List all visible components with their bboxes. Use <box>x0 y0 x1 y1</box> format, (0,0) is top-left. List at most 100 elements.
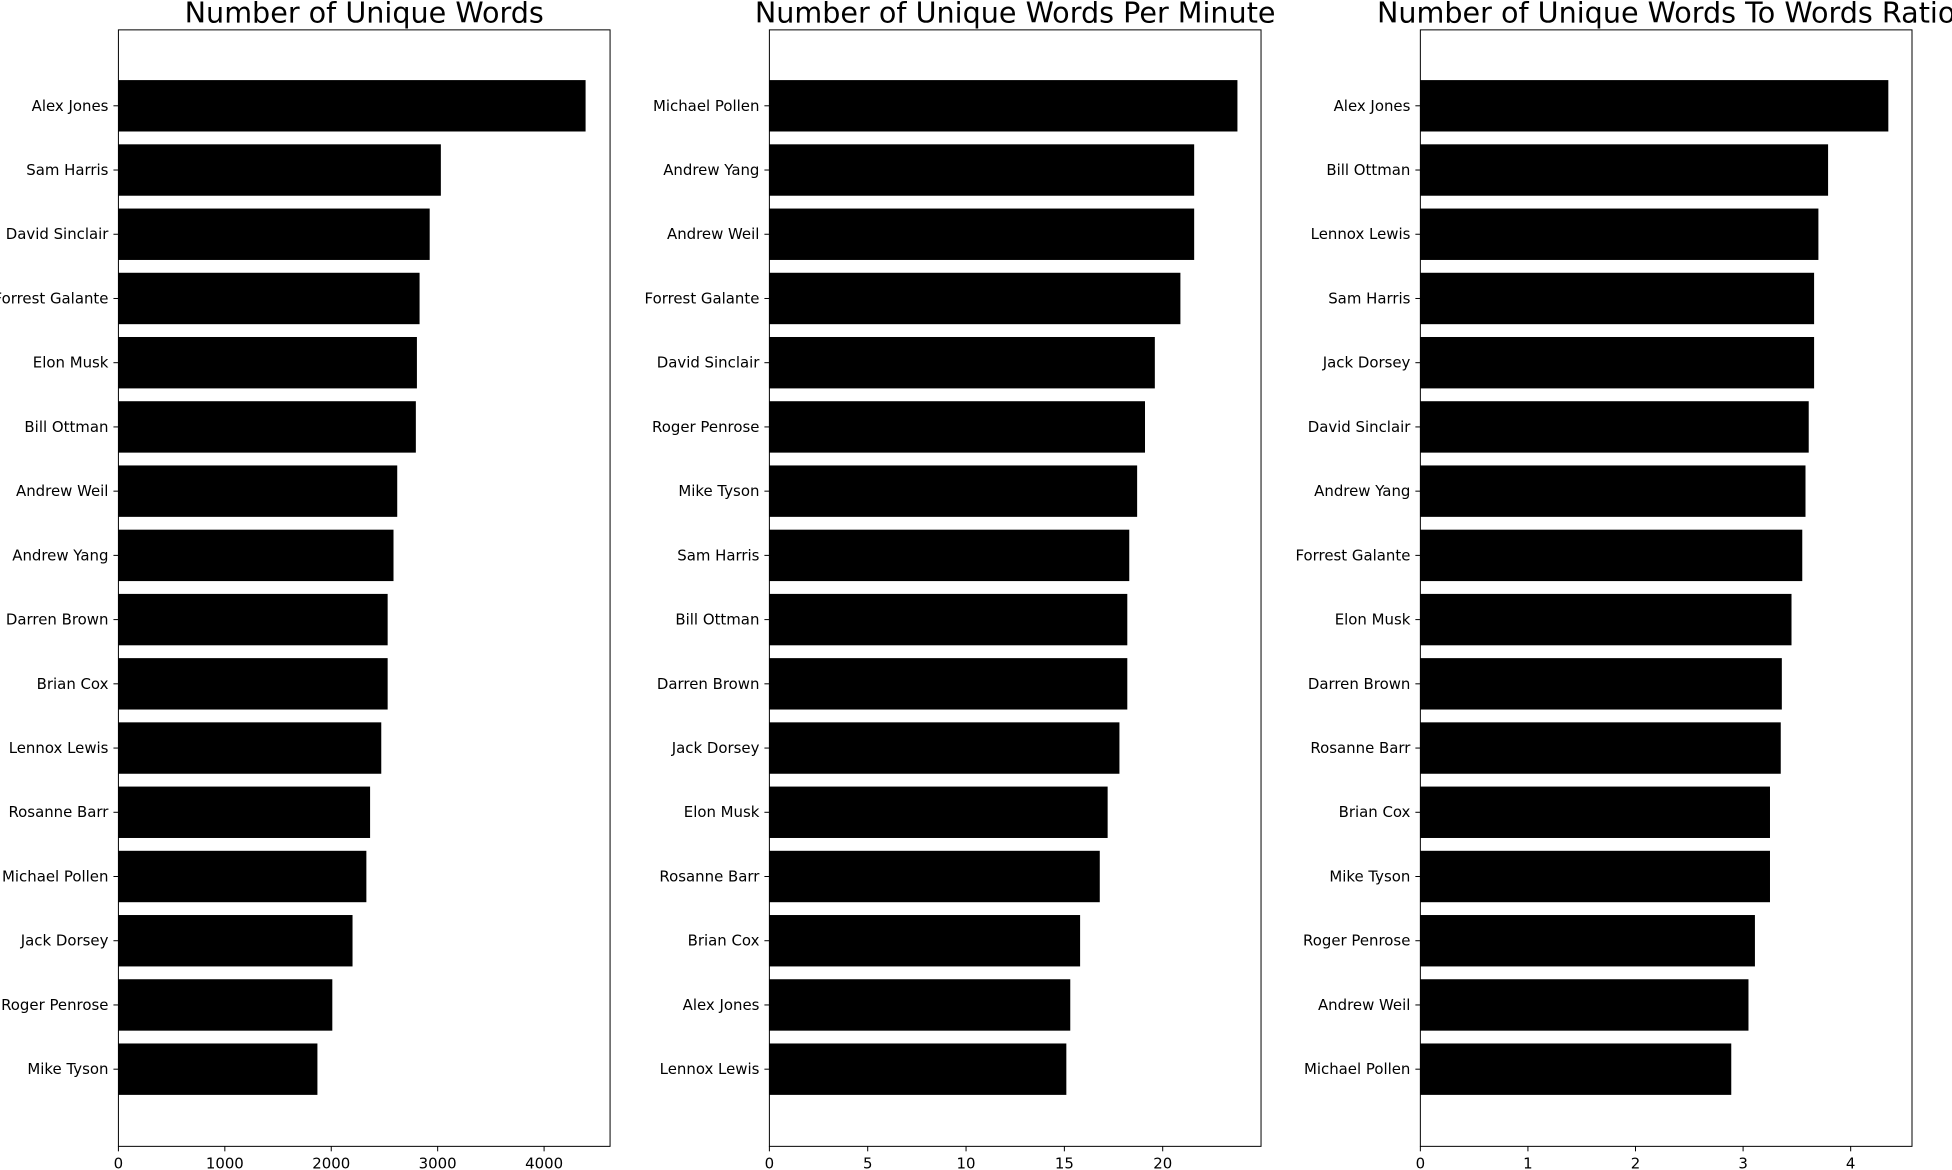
x-tick-label: 4 <box>1846 1155 1855 1170</box>
y-tick-label: Elon Musk <box>684 803 760 821</box>
y-tick-label: Michael Pollen <box>2 867 108 885</box>
bar <box>1420 401 1809 453</box>
bar <box>118 465 398 517</box>
bar <box>1420 979 1749 1031</box>
bar <box>1420 80 1889 132</box>
y-tick-label: Mike Tyson <box>1329 867 1410 885</box>
bar <box>118 208 430 260</box>
x-tick-label: 4000 <box>525 1155 563 1170</box>
y-tick-label: Alex Jones <box>683 996 760 1014</box>
y-tick-label: Bill Ottman <box>24 418 108 436</box>
bar <box>118 979 333 1031</box>
y-tick-label: Brian Cox <box>37 675 109 693</box>
y-tick-label: Michael Pollen <box>653 97 759 115</box>
y-tick-label: Roger Penrose <box>1 996 108 1014</box>
y-tick-label: Andrew Yang <box>1314 482 1410 500</box>
subplot-3: Number of Unique Words To Words Ratio Ale… <box>1295 0 1952 1170</box>
bar <box>118 144 441 196</box>
bar <box>769 658 1128 710</box>
y-tick-label: Sam Harris <box>1328 289 1410 307</box>
x-tick-label: 0 <box>114 1155 124 1170</box>
y-tick-label: Rosanne Barr <box>659 867 760 885</box>
y-tick-label: David Sinclair <box>6 225 110 243</box>
x-tick-label: 1000 <box>206 1155 244 1170</box>
x-tick-label: 10 <box>957 1155 976 1170</box>
bar <box>1420 208 1819 260</box>
y-tick-label: David Sinclair <box>1308 418 1412 436</box>
bar <box>769 272 1181 325</box>
y-tick-label: Brian Cox <box>688 932 760 950</box>
bar <box>1420 1043 1732 1095</box>
y-tick-label: Mike Tyson <box>27 1060 108 1078</box>
bar <box>118 336 417 389</box>
bar <box>769 144 1195 196</box>
bar <box>118 272 420 325</box>
y-tick-label: Sam Harris <box>26 161 108 179</box>
bar <box>1420 915 1755 967</box>
bar <box>769 786 1108 838</box>
x-tick-label: 3 <box>1738 1155 1747 1170</box>
bar <box>769 722 1120 774</box>
y-tick-label: Roger Penrose <box>1303 932 1410 950</box>
bar <box>1420 658 1782 710</box>
chart-title: Number of Unique Words Per Minute <box>755 0 1276 29</box>
chart-title: Number of Unique Words <box>185 0 544 29</box>
bar <box>769 529 1130 582</box>
y-tick-label: Lennox Lewis <box>9 739 109 757</box>
bar <box>769 593 1128 646</box>
x-tick-label: 2 <box>1631 1155 1640 1170</box>
bar <box>769 915 1081 967</box>
bar <box>1420 850 1770 903</box>
y-tick-label: Bill Ottman <box>1326 161 1410 179</box>
bar <box>769 850 1100 903</box>
bar <box>118 722 382 774</box>
y-tick-label: Mike Tyson <box>678 482 759 500</box>
y-tick-label: Forrest Galante <box>645 289 760 307</box>
y-tick-label: David Sinclair <box>657 354 761 372</box>
bar <box>1420 593 1792 646</box>
bar <box>118 850 367 903</box>
bar <box>118 593 388 646</box>
x-tick-label: 1 <box>1523 1155 1533 1170</box>
bar <box>1420 786 1770 838</box>
y-tick-label: Elon Musk <box>33 354 109 372</box>
y-tick-label: Jack Dorsey <box>1322 354 1411 372</box>
y-tick-label: Andrew Weil <box>1318 996 1410 1014</box>
bar <box>118 529 394 582</box>
x-tick-label: 3000 <box>419 1155 457 1170</box>
y-tick-label: Andrew Weil <box>667 225 759 243</box>
bar <box>769 1043 1067 1095</box>
bar <box>1420 529 1803 582</box>
x-tick-label: 0 <box>1416 1155 1426 1170</box>
y-tick-label: Alex Jones <box>1334 97 1411 115</box>
axes-frame <box>1419 29 1913 1147</box>
y-tick-label: Rosanne Barr <box>8 803 109 821</box>
bar <box>118 1043 318 1095</box>
bar <box>1420 336 1815 389</box>
subplot-1: Number of Unique Words Alex Jones Sam Harr… <box>0 0 611 1170</box>
bar <box>118 401 416 453</box>
y-tick-label: Darren Brown <box>657 675 760 693</box>
y-tick-label: Forrest Galante <box>1295 546 1410 564</box>
y-tick-label: Bill Ottman <box>675 611 759 629</box>
bar <box>118 658 388 710</box>
x-tick-label: 0 <box>765 1155 775 1170</box>
y-tick-label: Forrest Galante <box>0 289 108 307</box>
y-tick-label: Darren Brown <box>6 611 109 629</box>
axes-frame <box>768 29 1262 1147</box>
bar <box>1420 144 1829 196</box>
x-tick-label: 15 <box>1055 1155 1074 1170</box>
y-tick-label: Lennox Lewis <box>1311 225 1411 243</box>
bar <box>1420 465 1806 517</box>
x-tick-label: 20 <box>1153 1155 1172 1170</box>
axes-frame <box>117 29 611 1147</box>
bar <box>118 786 371 838</box>
bar <box>118 915 353 967</box>
y-tick-label: Alex Jones <box>32 97 109 115</box>
y-tick-label: Lennox Lewis <box>660 1060 760 1078</box>
chart-title: Number of Unique Words To Words Ratio <box>1377 0 1952 29</box>
bar <box>769 979 1071 1031</box>
y-tick-label: Sam Harris <box>677 546 759 564</box>
subplot-2: Number of Unique Words Per Minute Michael… <box>645 0 1276 1170</box>
